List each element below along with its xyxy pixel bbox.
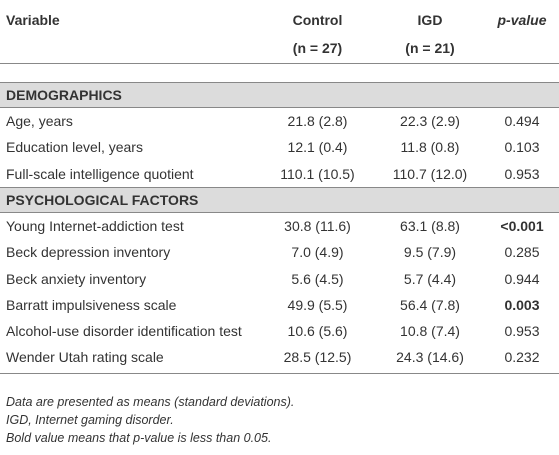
data-row: Young Internet-addiction test 30.8 (11.6)… [0, 213, 559, 239]
cell: Alcohol-use disorder identification test [6, 323, 242, 340]
note: Data are presented as means (standard de… [6, 394, 295, 409]
cell: 110.1 (10.5) [280, 165, 355, 182]
header-cell: Variable [6, 12, 60, 28]
cell: Full-scale intelligence quotient [6, 165, 194, 182]
cell: Wender Utah rating scale [6, 349, 164, 366]
note: Bold value means that p-value is less th… [6, 430, 272, 445]
cell: 0.232 [504, 349, 540, 366]
cell: 21.8 (2.8) [287, 113, 348, 129]
cell: 5.6 (4.5) [291, 270, 344, 287]
data-row: Age, years 21.8 (2.8) 22.3 (2.9) 0.494 [0, 108, 559, 134]
data-row: Beck anxiety inventory 5.6 (4.5) 5.7 (4.4)… [0, 266, 559, 292]
header-rule [0, 63, 559, 64]
cell: 63.1 (8.8) [400, 217, 460, 234]
section-row: PSYCHOLOGICAL FACTORS [0, 186, 559, 213]
cell: 0.103 [504, 139, 540, 156]
data-row: Barratt impulsiveness scale 49.9 (5.5) 56.… [0, 292, 559, 318]
header-cell: Control [292, 12, 343, 28]
cell: Beck anxiety inventory [6, 270, 147, 287]
cell: 49.9 (5.5) [287, 296, 348, 313]
cell: 7.0 (4.9) [291, 244, 344, 261]
subheader-cell: (n = 27) [292, 40, 343, 56]
section-title: PSYCHOLOGICAL FACTORS [6, 191, 199, 208]
cell: 10.8 (7.4) [400, 323, 460, 340]
cell: Barratt impulsiveness scale [6, 296, 177, 313]
cell: 10.6 (5.6) [287, 323, 348, 340]
cell: Beck depression inventory [6, 244, 171, 261]
header-cell: p-value [497, 12, 547, 28]
cell: 56.4 (7.8) [400, 296, 460, 313]
section-title: DEMOGRAPHICS [6, 87, 122, 103]
cell: Education level, years [6, 139, 143, 156]
cell: 0.494 [504, 113, 540, 129]
cell: 0.953 [504, 165, 540, 182]
cell: 22.3 (2.9) [400, 113, 460, 129]
cell: 0.003 [504, 296, 540, 313]
data-row: Wender Utah rating scale 28.5 (12.5) 24.3 … [0, 344, 559, 370]
cell: Young Internet-addiction test [6, 217, 184, 234]
cell: 0.285 [504, 244, 540, 261]
note: IGD, Internet gaming disorder. [6, 412, 174, 427]
cell: <0.001 [500, 217, 544, 234]
data-row: Full-scale intelligence quotient 110.1 (1… [0, 161, 559, 187]
cell: 24.3 (14.6) [396, 349, 464, 366]
bottom-rule [0, 372, 559, 374]
cell: 9.5 (7.9) [403, 244, 457, 261]
cell: 0.953 [504, 323, 540, 340]
data-row: Alcohol-use disorder identification test… [0, 318, 559, 344]
section-row: DEMOGRAPHICS [0, 82, 559, 108]
data-row: Beck depression inventory 7.0 (4.9) 9.5 (7… [0, 239, 559, 265]
header-cell: IGD [417, 12, 443, 28]
subheader-cell: (n = 21) [405, 40, 455, 56]
cell: 0.944 [504, 270, 540, 287]
cell: 12.1 (0.4) [287, 139, 348, 156]
cell: 110.7 (12.0) [392, 165, 468, 182]
subheader-row: (n = 27) (n = 21) [0, 35, 559, 61]
cell: 11.8 (0.8) [400, 139, 460, 156]
cell: 5.7 (4.4) [403, 270, 457, 287]
data-row: Education level, years 12.1 (0.4) 11.8 (0.… [0, 134, 559, 160]
header-row: Variable Control IGD p-value [0, 7, 559, 33]
cell: Age, years [6, 113, 73, 129]
cell: 30.8 (11.6) [284, 217, 351, 234]
cell: 28.5 (12.5) [283, 349, 352, 366]
